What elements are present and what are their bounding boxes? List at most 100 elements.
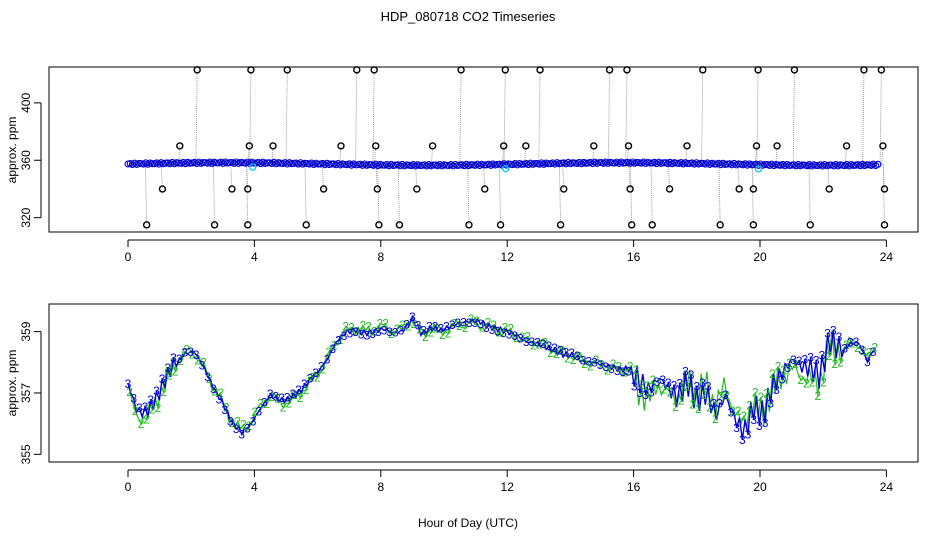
series-2-marker: 2: [570, 353, 577, 367]
panel-top-x-tick-label: 20: [753, 250, 767, 264]
series-3-marker: 3: [432, 320, 439, 334]
series-3-marker: 3: [136, 401, 143, 415]
spike-connector: [459, 69, 462, 166]
panel-bottom-axes: 0 4 8 12 16 20 24 355 357 359: [19, 321, 893, 494]
series-2-marker: 2: [741, 409, 748, 423]
series-2-marker: 2: [684, 380, 691, 394]
series-3-marker: 3: [295, 383, 302, 397]
series-2-marker: 2: [246, 419, 253, 433]
series-2-marker: 2: [786, 356, 793, 370]
series-3-marker: 3: [563, 345, 570, 359]
raw-spike-point: [749, 221, 758, 229]
series-2-marker: 2: [809, 376, 816, 390]
calibrated-point: [710, 160, 718, 168]
spike-connector: [304, 163, 307, 225]
calibrated-point: [263, 159, 271, 167]
series-3-marker: 3: [312, 366, 319, 380]
series-2-marker: 2: [598, 357, 605, 371]
series-2-marker: 2: [797, 373, 804, 387]
raw-spike-point: [244, 221, 252, 229]
series-2-marker: 2: [479, 321, 486, 335]
series-2-marker: 2: [348, 321, 355, 335]
spike-connector: [667, 162, 671, 189]
raw-spike-point: [413, 185, 421, 193]
series-2-marker: 2: [263, 397, 270, 411]
raw-spike-point: [806, 221, 814, 229]
spike-connector: [372, 69, 375, 165]
calibrated-point: [633, 158, 641, 166]
series-2-marker: 2: [678, 393, 685, 407]
calibrated-point: [365, 161, 373, 169]
series-2-marker: 2: [337, 333, 344, 347]
series-2-marker: 2: [627, 360, 634, 374]
calibrated-point: [595, 159, 603, 167]
panel-bottom-x-tick-label: 24: [880, 480, 894, 494]
panel-top-y-tick-label: 400: [19, 93, 33, 113]
series-3-marker: 3: [802, 352, 809, 366]
series-2-marker: 2: [308, 370, 315, 384]
calibrated-point: [493, 160, 501, 168]
series-3-marker: 3: [637, 386, 644, 400]
panel-bottom-x-tick-label: 0: [125, 480, 132, 494]
series-3-marker: 3: [153, 384, 160, 398]
series-3-marker: 3: [301, 377, 308, 391]
series-3-marker: 3: [631, 379, 638, 393]
series-2-marker: 2: [320, 362, 327, 376]
calibrated-point: [659, 159, 667, 167]
raw-spike-point: [877, 66, 886, 74]
spike-connector: [249, 69, 252, 163]
series-2-marker: 2: [291, 388, 298, 402]
series-3-marker: 3: [369, 327, 376, 341]
spike-connector: [701, 69, 704, 164]
raw-spike-point: [628, 221, 636, 229]
series-2-marker: 2: [428, 326, 435, 340]
panel-top-x-tick-label: 8: [377, 250, 384, 264]
raw-spike-point: [501, 66, 510, 74]
series-2-marker: 2: [177, 354, 184, 368]
series-3-marker: 3: [244, 422, 251, 436]
series-3-marker: 3: [216, 392, 223, 406]
series-3-marker: 3: [676, 376, 683, 390]
series-2-marker: 2: [268, 390, 275, 404]
panel-top-marks: [124, 66, 889, 229]
calibrated-point: [442, 161, 451, 169]
calibrated-point: [748, 161, 756, 169]
calibrated-point: [250, 159, 258, 167]
series-2-marker: 2: [689, 398, 696, 412]
panel-bottom-y-label: approx. ppm: [5, 350, 19, 417]
raw-spike-point: [648, 221, 656, 229]
series-3-marker: 3: [483, 321, 490, 335]
calibrated-point: [761, 161, 769, 169]
series-3-marker: 3: [665, 376, 672, 390]
series-2-marker: 2: [229, 416, 236, 430]
series-2-marker: 2: [746, 399, 753, 413]
series-3-marker: 3: [602, 360, 609, 374]
raw-spike-point: [665, 185, 674, 193]
spike-connector: [756, 69, 759, 165]
series-2-marker: 2: [331, 338, 338, 352]
spike-connector: [321, 163, 325, 189]
raw-spike-point: [176, 142, 184, 150]
spike-connector: [718, 163, 721, 225]
x-axis-label: Hour of Day (UTC): [418, 516, 518, 530]
raw-spike-point: [496, 221, 505, 229]
series-2-marker: 2: [485, 315, 492, 329]
series-2-marker: 2: [280, 401, 287, 415]
series-2-marker: 2: [365, 320, 372, 334]
series-3-marker: 3: [420, 323, 427, 337]
series-3-marker: 3: [841, 342, 848, 356]
calibrated-point: [314, 160, 322, 168]
panel-top-axes: 0 4 8 12 16 20 24 320 360 400: [19, 93, 893, 264]
series-3-marker: 3: [437, 321, 444, 335]
series-2-marker: 2: [502, 320, 509, 334]
series-2-marker: 2: [735, 404, 742, 418]
series-3-marker: 3: [392, 325, 399, 339]
series-3-marker: 3: [477, 317, 484, 331]
series-3-marker: 3: [682, 365, 689, 379]
series-2-marker: 2: [576, 350, 583, 364]
calibrated-point: [162, 159, 170, 167]
panel-bottom-x-tick-label: 8: [377, 480, 384, 494]
raw-spike-point: [842, 142, 851, 150]
series-2-marker: 2: [661, 382, 668, 396]
raw-spike-point: [395, 221, 404, 229]
